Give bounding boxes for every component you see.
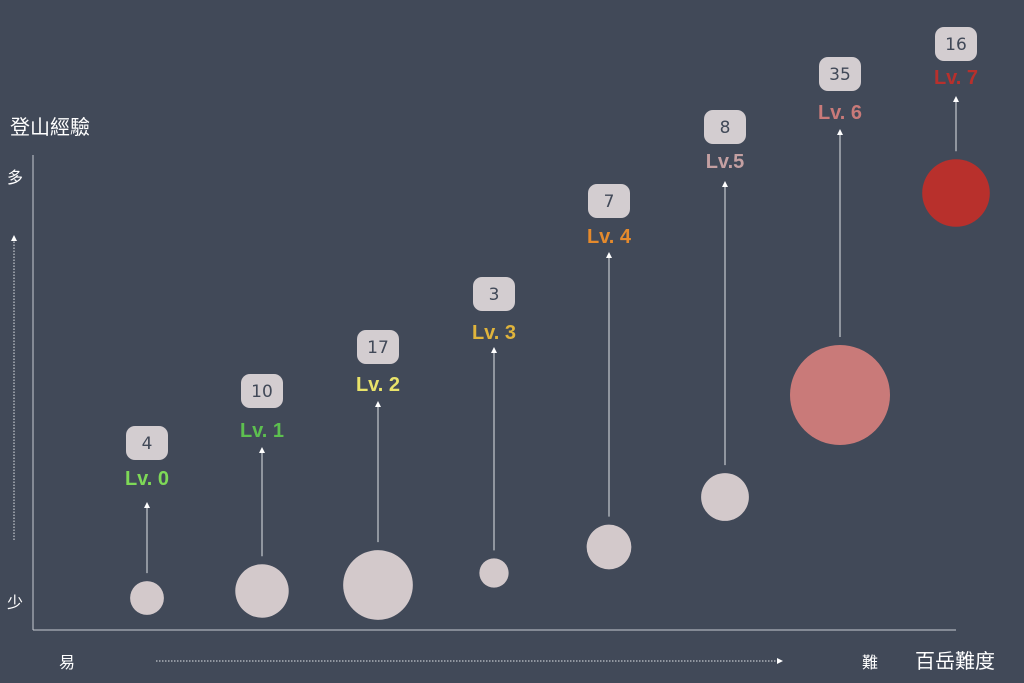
level-label: Lv. 2	[356, 374, 400, 396]
level-label: Lv. 4	[587, 226, 632, 248]
x-high-label: 難	[862, 653, 878, 672]
level-label: Lv. 3	[472, 322, 516, 344]
count-badge	[819, 57, 861, 91]
count-badge	[588, 184, 630, 218]
count-label: 10	[251, 382, 273, 402]
bubble-4	[586, 524, 632, 570]
bubble-6	[790, 345, 890, 445]
count-label: 35	[829, 65, 851, 85]
bubble-0	[130, 581, 164, 615]
x-axis-title: 百岳難度	[915, 649, 995, 673]
bubble-3	[479, 558, 509, 588]
count-badge	[357, 330, 399, 364]
level-label: Lv. 7	[934, 67, 978, 89]
chart-marks: Lv. 0 4 Lv. 1 10 Lv. 2 17 Lv. 3 3 Lv. 4 7 Lv.5 8 Lv.…	[125, 27, 990, 620]
count-label: 16	[945, 35, 967, 55]
bubble-2	[343, 550, 413, 620]
level-label: Lv. 1	[240, 420, 284, 442]
count-label: 8	[720, 118, 731, 138]
count-badge	[126, 426, 168, 460]
y-axis-title: 登山經驗	[10, 115, 90, 139]
count-label: 3	[489, 285, 500, 305]
level-label: Lv. 6	[818, 102, 862, 124]
count-label: 4	[142, 434, 153, 454]
level-label: Lv.5	[706, 151, 745, 173]
x-low-label: 易	[59, 653, 75, 672]
count-label: 17	[367, 338, 389, 358]
y-high-label: 多	[7, 168, 23, 187]
bubble-7	[922, 159, 990, 227]
bubble-1	[235, 564, 289, 618]
y-low-label: 少	[7, 593, 23, 612]
count-badge	[935, 27, 977, 61]
count-badge	[241, 374, 283, 408]
count-label: 7	[604, 192, 615, 212]
count-badge	[473, 277, 515, 311]
level-label: Lv. 0	[125, 468, 169, 490]
count-badge	[704, 110, 746, 144]
bubble-5	[701, 473, 749, 521]
